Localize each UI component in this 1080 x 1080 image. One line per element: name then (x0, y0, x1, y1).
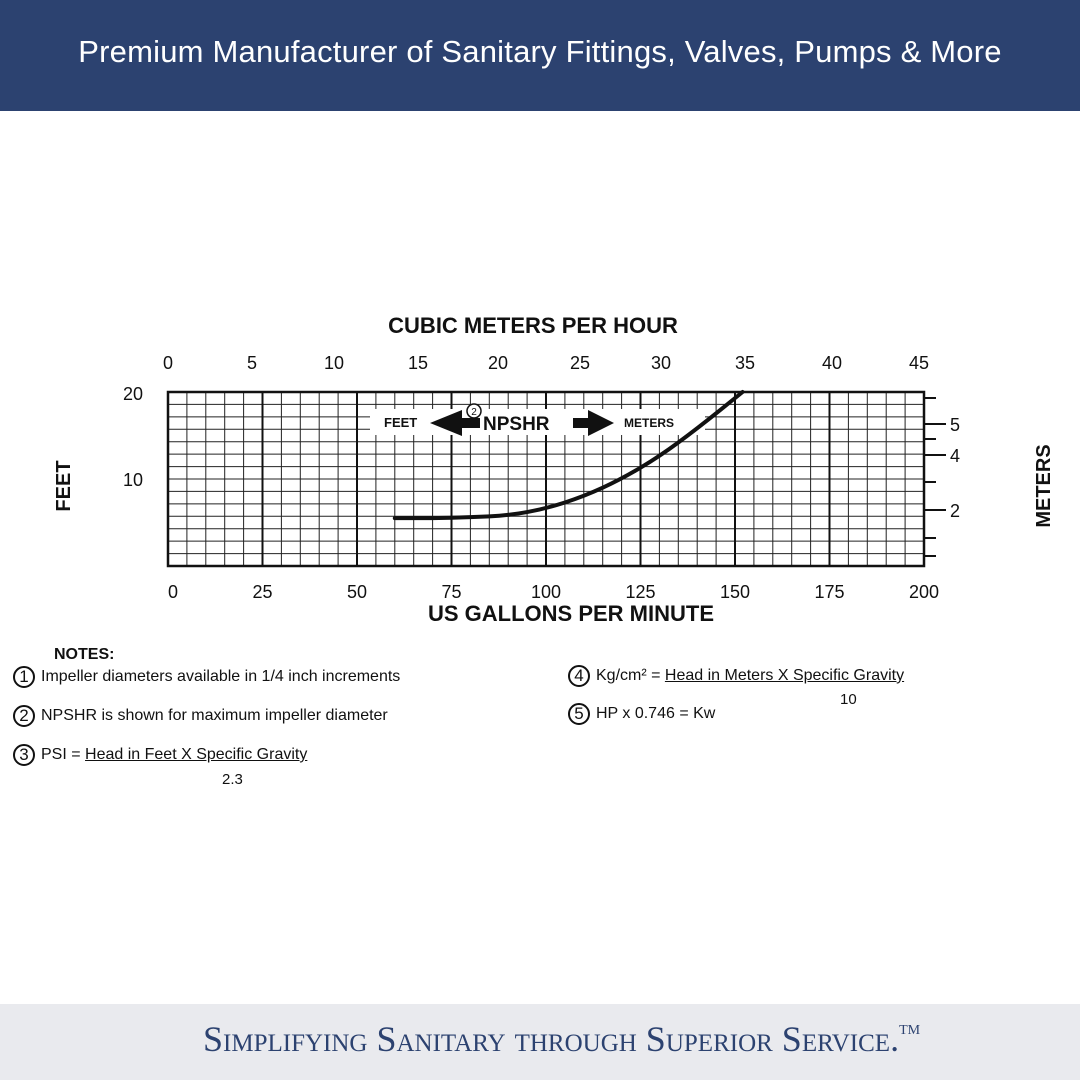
tick-label-top: 15 (408, 353, 428, 373)
tick-label-right: 2 (950, 501, 960, 521)
note-prefix: Kg/cm² = (596, 667, 665, 685)
note-text: NPSHR is shown for maximum impeller diam… (41, 707, 388, 725)
arrow-left-icon (430, 410, 480, 436)
tick-label-left: 20 (123, 384, 143, 404)
tick-label-bottom: 75 (441, 582, 461, 602)
arrow-right-icon (573, 410, 614, 436)
annotation-npshr: NPSHR (483, 414, 550, 435)
note-text: Impeller diameters available in 1/4 inch… (41, 668, 401, 686)
note-number-icon: 2 (13, 705, 35, 727)
plot-frame (166, 390, 926, 568)
tick-label-top: 35 (735, 353, 755, 373)
footer-tagline: Simplifying Sanitary through Superior Se… (203, 1018, 920, 1060)
note-5: 5 HP x 0.746 = Kw (568, 703, 715, 725)
note-prefix: PSI = (41, 746, 86, 764)
annotation-marker: 2 (471, 407, 477, 418)
npshr-curve (392, 390, 745, 521)
note-3: 3 PSI = Head in Feet X Specific Gravity (13, 744, 307, 766)
chart-title: CUBIC METERS PER HOUR (388, 313, 678, 338)
tick-label-top: 45 (909, 353, 929, 373)
tick-label-top: 20 (488, 353, 508, 373)
tick-label-bottom: 25 (252, 582, 272, 602)
x-axis-label: US GALLONS PER MINUTE (428, 601, 714, 626)
tick-label-top: 25 (570, 353, 590, 373)
tick-label-left: 10 (123, 470, 143, 490)
annotation-feet: FEET (384, 415, 417, 430)
footer-band (0, 1004, 1080, 1080)
tick-label-bottom: 100 (531, 582, 561, 602)
annotation-meters: METERS (624, 416, 674, 430)
note-text: HP x 0.746 = Kw (596, 705, 716, 723)
note-numerator: Head in Meters X Specific Gravity (664, 667, 905, 685)
tick-label-bottom: 50 (347, 582, 367, 602)
tagline-text: Simplifying Sanitary through Superior Se… (203, 1019, 900, 1059)
note-number-icon: 3 (13, 744, 35, 766)
notes-title: NOTES: (54, 646, 115, 663)
tick-label-top: 10 (324, 353, 344, 373)
tick-label-top: 30 (651, 353, 671, 373)
note-marker-icon (466, 403, 482, 419)
tick-label-right: 5 (950, 415, 960, 435)
tick-label-bottom: 150 (720, 582, 750, 602)
trademark-mark: TM (899, 1023, 921, 1038)
tick-label-top: 0 (163, 353, 173, 373)
note-1: 1 Impeller diameters available in 1/4 inc… (13, 666, 400, 688)
note-numerator: Head in Feet X Specific Gravity (85, 746, 308, 764)
note-number-icon: 4 (568, 665, 590, 687)
note-number-icon: 5 (568, 703, 590, 725)
tick-label-top: 5 (247, 353, 257, 373)
y-axis-label-right: METERS (1033, 444, 1055, 527)
tick-label-right: 4 (950, 446, 960, 466)
note-number-icon: 1 (13, 666, 35, 688)
tick-label-bottom: 125 (625, 582, 655, 602)
tick-label-bottom: 175 (814, 582, 844, 602)
note-4: 4 Kg/cm² = Head in Meters X Specific Grav… (568, 665, 904, 687)
header-banner: Premium Manufacturer of Sanitary Fitting… (0, 0, 1080, 111)
tick-label-bottom: 200 (909, 582, 939, 602)
npshr-chart: FEET 2 NPSHR METERS CUBIC METERS PER HOUR 0 5… (53, 313, 1055, 626)
header-title: Premium Manufacturer of Sanitary Fitting… (78, 33, 1002, 69)
tick-label-top: 40 (822, 353, 842, 373)
tick-label-bottom: 0 (168, 582, 178, 602)
note-2: 2 NPSHR is shown for maximum impeller dia… (13, 705, 388, 727)
annotation-box (370, 409, 705, 435)
chart-marks: FEET 2 NPSHR METERS (370, 390, 745, 521)
y-axis-label-left: FEET (53, 460, 75, 511)
note-denominator: 10 (840, 691, 857, 708)
note-denominator: 2.3 (222, 771, 243, 788)
